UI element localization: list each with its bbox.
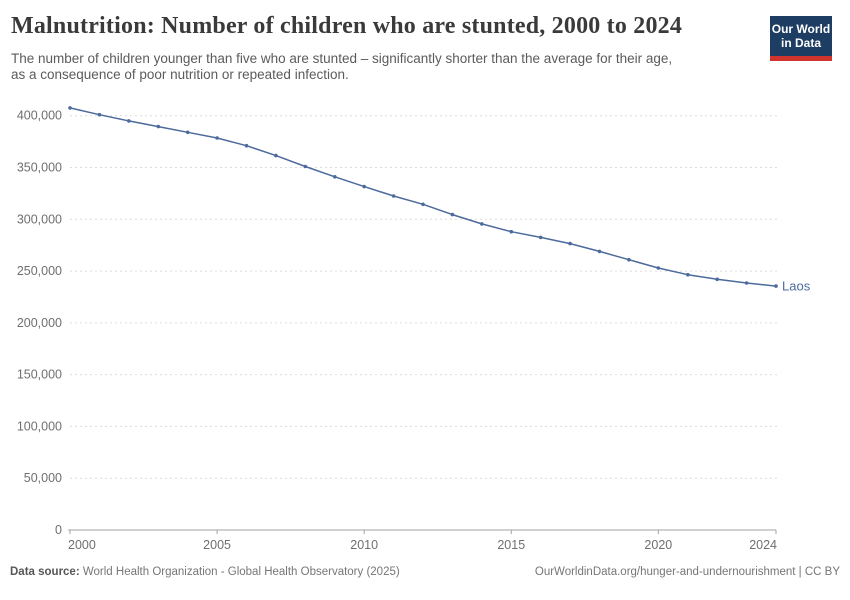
data-point[interactable] <box>362 184 367 189</box>
data-point[interactable] <box>627 257 631 262</box>
data-point[interactable] <box>538 235 543 240</box>
data-point[interactable] <box>568 241 572 246</box>
data-point[interactable] <box>215 136 219 140</box>
x-tick-label: 2000 <box>68 538 96 552</box>
x-tick-label: 2010 <box>350 538 378 552</box>
y-tick-label: 300,000 <box>17 212 62 226</box>
subtitle-line-2: as a consequence of poor nutrition or re… <box>11 67 349 82</box>
data-point[interactable] <box>97 112 102 117</box>
y-tick-label: 0 <box>55 523 62 537</box>
data-point[interactable] <box>774 284 778 288</box>
y-tick-label: 100,000 <box>17 419 62 433</box>
y-tick-label: 400,000 <box>17 109 62 123</box>
data-point[interactable] <box>656 266 661 270</box>
data-point[interactable] <box>185 130 190 135</box>
data-source-label: Data source: <box>10 566 80 578</box>
owid-logo-line-2: in Data <box>780 36 821 50</box>
owid-logo-line-1: Our World <box>771 22 831 36</box>
data-point[interactable] <box>421 202 425 207</box>
data-point[interactable] <box>68 106 72 110</box>
data-point[interactable] <box>597 249 602 254</box>
data-point[interactable] <box>244 143 249 148</box>
data-point[interactable] <box>509 229 514 234</box>
data-source-text: World Health Organization - Global Healt… <box>82 566 400 578</box>
y-tick-label: 150,000 <box>17 368 62 382</box>
x-tick-label: 2020 <box>644 538 672 552</box>
x-tick-label: 2024 <box>749 538 777 552</box>
owid-logo[interactable]: Our World in Data <box>770 16 832 61</box>
y-tick-label: 250,000 <box>17 264 62 278</box>
series-label-laos[interactable]: Laos <box>782 279 811 294</box>
y-tick-label: 200,000 <box>17 316 62 330</box>
data-source: Data source: World Health Organization -… <box>10 566 400 578</box>
data-point[interactable] <box>303 164 308 169</box>
series-line-laos[interactable] <box>69 107 777 287</box>
data-point[interactable] <box>450 212 455 217</box>
data-point[interactable] <box>156 124 161 129</box>
subtitle-line-1: The number of children younger than five… <box>11 51 673 66</box>
y-tick-label: 350,000 <box>17 160 62 174</box>
data-point[interactable] <box>274 153 278 158</box>
x-tick-label: 2005 <box>203 538 231 552</box>
data-point[interactable] <box>333 175 337 179</box>
data-point[interactable] <box>127 119 131 123</box>
chart-footer: Data source: World Health Organization -… <box>10 566 840 578</box>
data-point[interactable] <box>391 194 396 198</box>
page-title: Malnutrition: Number of children who are… <box>11 13 683 39</box>
y-tick-label: 50,000 <box>24 471 62 485</box>
data-point[interactable] <box>480 222 484 226</box>
data-point[interactable] <box>715 277 719 282</box>
owid-citation-link[interactable]: OurWorldinData.org/hunger-and-undernouri… <box>534 566 840 578</box>
x-tick-label: 2015 <box>497 538 525 552</box>
chart-subtitle: The number of children younger than five… <box>11 51 672 83</box>
data-point[interactable] <box>744 281 749 285</box>
data-point[interactable] <box>686 272 690 277</box>
